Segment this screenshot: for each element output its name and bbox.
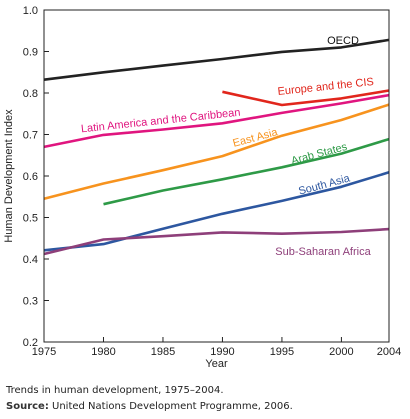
y-tick-label-0.6: 0.6 xyxy=(23,171,38,183)
series-line-arab-states xyxy=(103,137,390,206)
series-label-sub-saharan-africa: Sub-Saharan Africa xyxy=(275,246,371,258)
x-tick-label-1985: 1985 xyxy=(151,346,175,358)
series-line-oecd xyxy=(43,38,390,81)
y-tick-label-0.7: 0.7 xyxy=(23,130,38,142)
y-tick-label-0.9: 0.9 xyxy=(23,47,38,59)
figure-caption: Trends in human development, 1975–2004. xyxy=(6,385,224,396)
figure-source: Source: United Nations Development Progr… xyxy=(6,401,293,412)
y-tick-label-0.5: 0.5 xyxy=(23,213,38,225)
x-axis-title: Year xyxy=(205,358,228,370)
series-label-south-asia: South Asia xyxy=(297,172,352,197)
series-line-east-asia xyxy=(43,103,390,201)
axes-layer: 1975 1980 1985 1990 1995 2000 2004 0.2 0.3 0.4 0.5… xyxy=(3,5,401,370)
series-line-latin-america-and-the-caribbean xyxy=(43,93,390,149)
x-tick-label-1980: 1980 xyxy=(91,346,115,358)
series-line-south-asia xyxy=(43,171,390,252)
series-line-europe-and-the-cis xyxy=(222,89,390,107)
y-tick-label-0.8: 0.8 xyxy=(23,88,38,100)
source-text: United Nations Development Programme, 20… xyxy=(48,401,293,412)
series-label-latin-america-and-the-caribbean: Latin America and the Caribbean xyxy=(80,107,241,136)
series-layer xyxy=(43,38,390,256)
caption-text: Trends in human development, 1975–2004. xyxy=(6,385,224,396)
y-tick-label-0.3: 0.3 xyxy=(23,296,38,308)
y-tick-label-0.4: 0.4 xyxy=(23,254,38,266)
x-tick-label-1990: 1990 xyxy=(210,346,234,358)
series-line-sub-saharan-africa xyxy=(43,227,390,256)
x-tick-label-2000: 2000 xyxy=(329,346,353,358)
x-tick-label-2004: 2004 xyxy=(377,346,401,358)
y-tick-label-1.0: 1.0 xyxy=(23,5,38,17)
series-label-arab-states: Arab States xyxy=(290,141,349,168)
series-label-east-asia: East Asia xyxy=(232,126,280,150)
series-label-oecd: OECD xyxy=(327,35,359,47)
x-tick-label-1995: 1995 xyxy=(270,346,294,358)
y-axis-title: Human Development Index xyxy=(3,109,15,243)
x-tick-label-1975: 1975 xyxy=(32,346,56,358)
source-label: Source: xyxy=(6,401,49,412)
y-tick-label-0.2: 0.2 xyxy=(23,337,38,349)
hdi-line-chart: 1975 1980 1985 1990 1995 2000 2004 0.2 0.3 0.4 0.5… xyxy=(3,5,401,370)
